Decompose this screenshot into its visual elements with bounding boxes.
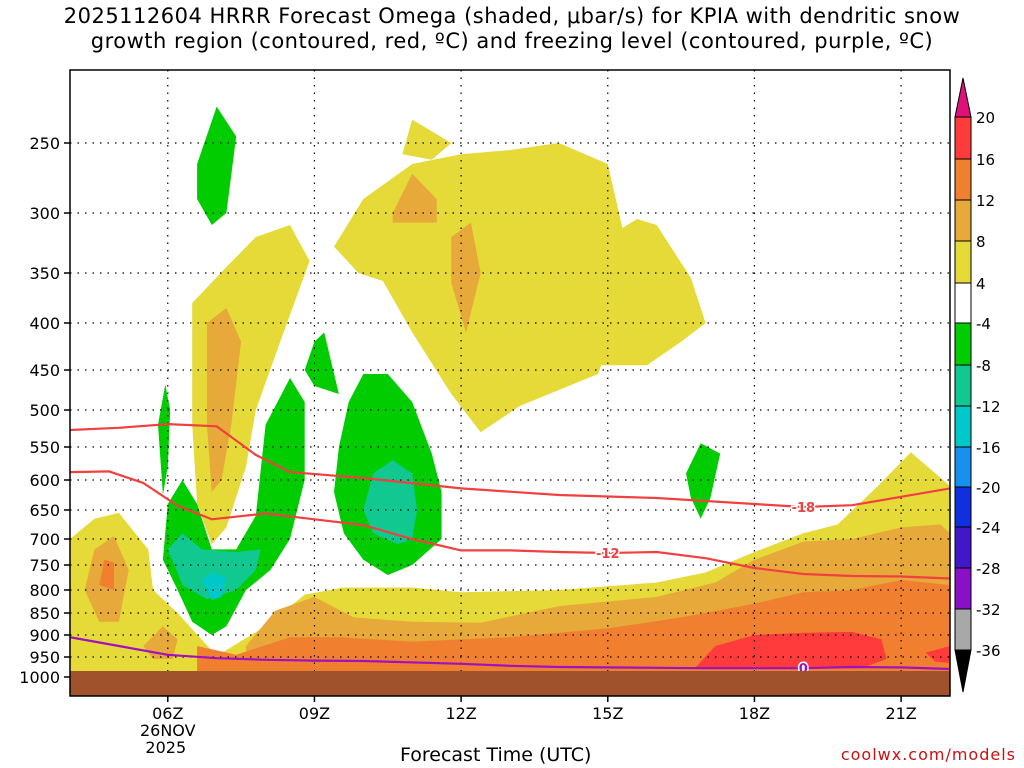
chart-title-line-2: growth region (contoured, red, ºC) and f… <box>90 29 934 53</box>
temperature-contours: -18-120 <box>70 422 950 679</box>
omega-region-8-11 <box>451 222 481 333</box>
x-tick-label-06Z: 06Z <box>152 704 183 723</box>
colorbar-band-6 <box>954 364 972 407</box>
omega-region-m8-21 <box>167 533 261 600</box>
colorbar-bottom-arrow <box>954 649 972 693</box>
contour-line--18 <box>70 422 950 509</box>
colorbar-band-12 <box>954 608 972 651</box>
colorbar-band-8 <box>954 446 972 488</box>
omega-region-12-4 <box>99 559 114 590</box>
colorbar: 20 16 12 8 4 -4 -8 -12 -16 -20 -24 -28 -32 -36 <box>954 77 1001 693</box>
x-tick-date: 26NOV <box>140 721 196 740</box>
x-axis-label: Forecast Time (UTC) <box>400 744 592 766</box>
colorbar-label-9: -20 <box>976 479 1001 497</box>
contour-line-0 <box>70 636 950 671</box>
omega-shading <box>70 106 950 671</box>
contour-line--12 <box>70 470 950 580</box>
y-tick-label-1000: 1000 <box>19 668 60 687</box>
colorbar-band-3 <box>954 240 972 284</box>
colorbar-band-9 <box>954 486 972 528</box>
y-tick-label-600: 600 <box>29 471 60 490</box>
omega-region-16-6 <box>695 631 887 669</box>
y-tick-label-500: 500 <box>29 401 60 420</box>
colorbar-top-arrow <box>954 77 972 118</box>
colorbar-label-11: -28 <box>976 560 1001 578</box>
y-tick-label-800: 800 <box>29 581 60 600</box>
x-tick-label-18Z: 18Z <box>739 704 770 723</box>
omega-region-8-2 <box>143 626 178 659</box>
omega-region-4-9 <box>402 119 452 160</box>
omega-region-16-7 <box>925 646 950 663</box>
y-tick-label-950: 950 <box>29 648 60 667</box>
y-tick-label-700: 700 <box>29 530 60 549</box>
x-tick-label-12Z: 12Z <box>445 704 476 723</box>
colorbar-label-8: -16 <box>976 439 1001 457</box>
omega-region-4-12 <box>588 219 706 366</box>
colorbar-band-4 <box>954 282 972 324</box>
omega-region-m12-23 <box>202 572 227 601</box>
colorbar-band-5 <box>954 322 972 366</box>
terrain-layer <box>70 671 950 696</box>
colorbar-label-6: -8 <box>976 357 991 375</box>
plot-border <box>69 69 951 697</box>
colorbar-label-0: 20 <box>976 109 995 127</box>
terrain-block <box>70 671 950 696</box>
omega-region-m4-15 <box>197 106 237 225</box>
colorbar-label-12: -32 <box>976 601 1001 619</box>
colorbar-label-1: 16 <box>976 151 995 169</box>
x-tick-label-15Z: 15Z <box>592 704 623 723</box>
y-tick-label-650: 650 <box>29 501 60 520</box>
colorbar-label-3: 8 <box>976 233 986 251</box>
colorbar-label-5: -4 <box>976 315 991 333</box>
chart-title-line-1: 2025112604 HRRR Forecast Omega (shaded, … <box>63 4 961 28</box>
x-tick-label-09Z: 09Z <box>299 704 330 723</box>
colorbar-label-13: -36 <box>976 642 1001 660</box>
colorbar-band-7 <box>954 405 972 448</box>
y-tick-label-450: 450 <box>29 361 60 380</box>
colorbar-band-10 <box>954 526 972 569</box>
omega-region-m4-16 <box>158 384 171 495</box>
omega-region-8-14 <box>206 308 242 492</box>
contour-label--12: -12 <box>596 547 620 562</box>
y-tick-label-850: 850 <box>29 604 60 623</box>
y-tick-label-350: 350 <box>29 264 60 283</box>
y-tick-label-900: 900 <box>29 626 60 645</box>
chart-title: 2025112604 HRRR Forecast Omega (shaded, … <box>0 4 1024 54</box>
colorbar-band-0 <box>954 116 972 160</box>
y-tick-label-400: 400 <box>29 314 60 333</box>
colorbar-band-11 <box>954 567 972 610</box>
y-tick-label-550: 550 <box>29 438 60 457</box>
y-tick-label-300: 300 <box>29 204 60 223</box>
credit-link[interactable]: coolwx.com/models <box>840 745 1016 764</box>
y-axis-ticks: 250 300 350 400 450 500 550 600 650 700 750 800 850 9… <box>19 134 70 687</box>
x-tick-label-21Z: 21Z <box>885 704 916 723</box>
colorbar-label-7: -12 <box>976 398 1001 416</box>
colorbar-label-4: 4 <box>976 275 986 293</box>
colorbar-band-1 <box>954 158 972 201</box>
omega-region-8-10 <box>392 173 437 223</box>
colorbar-label-10: -24 <box>976 519 1001 537</box>
y-tick-label-750: 750 <box>29 556 60 575</box>
plot-frame <box>69 69 951 697</box>
omega-region-m4-18 <box>304 332 339 394</box>
x-tick-year: 2025 <box>145 738 186 757</box>
contour-label--18: -18 <box>792 501 816 516</box>
colorbar-band-2 <box>954 199 972 242</box>
colorbar-label-2: 12 <box>976 192 995 210</box>
y-tick-label-250: 250 <box>29 134 60 153</box>
